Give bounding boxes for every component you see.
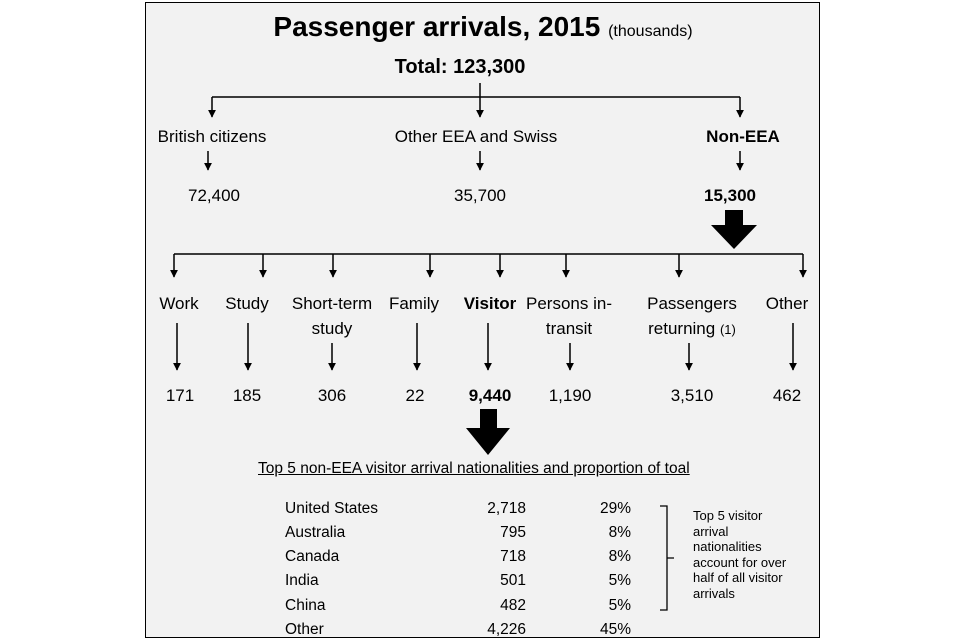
diagram-panel: Passenger arrivals, 2015 (thousands) Tot… [145,2,820,638]
footnote-marker: (1) [719,322,736,337]
value-cell: 718 [500,548,526,565]
british-citizens-label: British citizens [157,127,267,146]
category-returning-value: 3,510 [670,386,714,405]
value-cell: 482 [500,597,526,614]
value-cell: 501 [500,572,526,589]
british-citizens-value: 72,400 [188,186,240,205]
table-heading: Top 5 non-EEA visitor arrival nationalit… [258,460,690,477]
country-cell: India [285,572,319,589]
top5-note: Top 5 visitor arrival nationalities acco… [693,508,787,601]
non-eea-label: Non-EEA [706,127,780,146]
big-arrow-visitor [466,409,510,455]
pct-cell: 8% [608,548,631,565]
category-short-term-study-value: 306 [317,386,347,405]
category-work-label: Work [159,294,199,313]
diagram-title: Passenger arrivals, 2015 (thousands) [273,11,693,42]
pct-cell: 5% [608,597,631,614]
country-cell: China [285,597,326,614]
total-label: Total: 123,300 [394,56,526,78]
category-family-value: 22 [405,386,425,405]
note-bracket [660,505,674,611]
value-cell: 2,718 [487,500,526,517]
units-label: (thousands) [608,23,693,40]
country-cell: Other [285,621,324,638]
category-other-value: 462 [772,386,802,405]
country-cell: United States [285,500,379,517]
category-visitor-value: 9,440 [468,386,512,405]
pct-cell: 45% [599,621,631,638]
country-cell: Australia [285,524,346,541]
eea-swiss-label: Other EEA and Swiss [394,127,558,146]
category-study-label: Study [225,294,269,313]
category-transit-value: 1,190 [548,386,592,405]
pct-cell: 29% [599,500,631,517]
category-work-value: 171 [165,386,195,405]
pct-cell: 8% [608,524,631,541]
value-cell: 4,226 [487,621,526,638]
category-other-label: Other [765,294,809,313]
value-cell: 795 [500,524,526,541]
country-cell: Canada [285,548,340,565]
category-returning-label: Passengers returning (1) [647,294,737,338]
connector-lines [170,83,807,611]
category-family-label: Family [388,294,440,313]
category-short-term-study-label: Short-term study [291,294,373,338]
pct-cell: 5% [608,572,631,589]
category-transit-label: Persons in-transit [526,294,612,338]
eea-swiss-value: 35,700 [454,186,506,205]
big-arrow-noneea [711,210,757,249]
non-eea-value: 15,300 [704,186,756,205]
category-visitor-label: Visitor [463,294,517,313]
category-study-value: 185 [232,386,262,405]
